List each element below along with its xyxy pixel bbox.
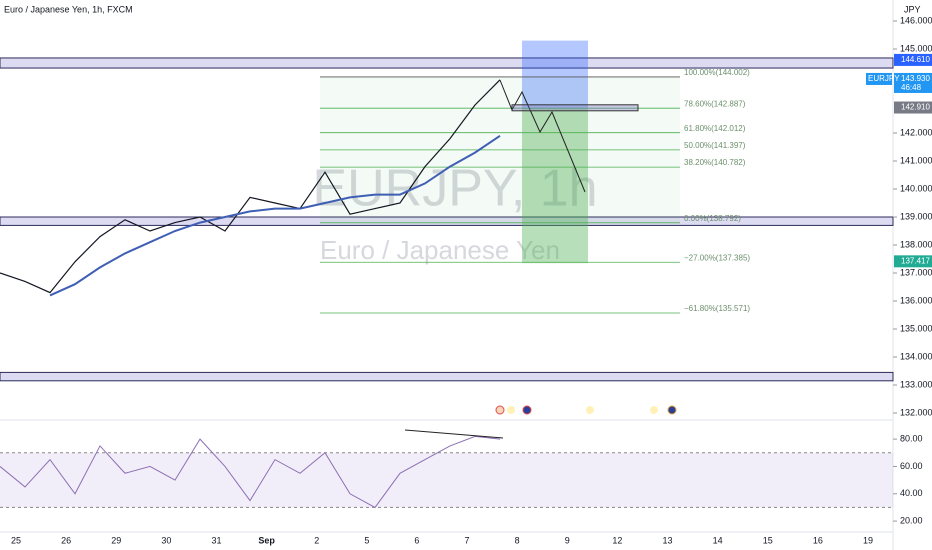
fib-label: 78.60%(142.887) bbox=[684, 99, 746, 108]
x-tick-label: Sep bbox=[258, 535, 275, 545]
x-tick-label: 7 bbox=[465, 535, 470, 545]
x-tick-label: 26 bbox=[61, 535, 71, 545]
event[interactable] bbox=[650, 406, 658, 414]
x-tick-label: 15 bbox=[763, 535, 773, 545]
event[interactable] bbox=[667, 405, 677, 415]
y-tick-label: 146.000 bbox=[900, 15, 932, 25]
target-zone bbox=[522, 107, 588, 264]
price-tag bbox=[894, 255, 932, 268]
rsi-tick-label: 20.00 bbox=[900, 515, 923, 525]
x-tick-label: 29 bbox=[111, 535, 121, 545]
event[interactable] bbox=[586, 406, 594, 414]
projection bbox=[499, 79, 586, 193]
price-tag-label: 137.417 bbox=[901, 256, 930, 265]
y-tick-label: 132.000 bbox=[900, 407, 932, 417]
y-tick-label: 140.000 bbox=[900, 183, 932, 193]
fib-label: 0.00%(138.792) bbox=[684, 214, 741, 223]
fib-label: 100.00%(144.002) bbox=[684, 68, 750, 77]
y-tick-label: 134.000 bbox=[900, 351, 932, 361]
x-tick-label: 12 bbox=[612, 535, 622, 545]
symbol-label: EURJPY bbox=[868, 74, 900, 83]
entry-box bbox=[511, 104, 639, 112]
rsi-tick-label: 40.00 bbox=[900, 488, 923, 498]
fib-label: −27.00%(137.385) bbox=[684, 253, 750, 262]
y-tick-label: 141.000 bbox=[900, 155, 932, 165]
x-tick-label: 19 bbox=[863, 535, 873, 545]
event[interactable] bbox=[507, 406, 515, 414]
price-tag bbox=[894, 101, 932, 114]
event[interactable] bbox=[522, 405, 532, 415]
rsi-line bbox=[0, 435, 501, 509]
x-tick-label: 9 bbox=[565, 535, 570, 545]
x-tick-label: 8 bbox=[515, 535, 520, 545]
fib-label: 61.80%(142.012) bbox=[684, 124, 746, 133]
y-tick-label: 136.000 bbox=[900, 295, 932, 305]
zone bbox=[0, 371, 894, 382]
y-tick-label: 137.000 bbox=[900, 267, 932, 277]
price-tag bbox=[894, 53, 932, 66]
x-tick-label: 14 bbox=[713, 535, 723, 545]
x-tick-label: 16 bbox=[813, 535, 823, 545]
stop-zone bbox=[522, 40, 588, 108]
price-tag-label: 143.930 bbox=[901, 74, 930, 83]
x-tick-label: 31 bbox=[211, 535, 221, 545]
rsi-tick-label: 80.00 bbox=[900, 433, 923, 443]
chart-title: Euro / Japanese Yen, 1h, FXCM bbox=[4, 4, 133, 14]
x-tick-label: 6 bbox=[414, 535, 419, 545]
watermark-sub: Euro / Japanese Yen bbox=[320, 235, 560, 265]
watermark: EURJPY, 1h bbox=[312, 160, 597, 218]
price-line bbox=[49, 134, 501, 297]
rsi-band bbox=[0, 452, 893, 508]
rsi-tick-label: 60.00 bbox=[900, 461, 923, 471]
price-tag-sub: 46:48 bbox=[901, 83, 922, 92]
zone bbox=[0, 57, 894, 69]
price-tag-label: 144.610 bbox=[901, 55, 930, 64]
y-tick-label: 138.000 bbox=[900, 239, 932, 249]
divergence bbox=[404, 429, 504, 439]
price-tag-label: 142.910 bbox=[901, 103, 930, 112]
y-tick-label: 145.000 bbox=[900, 43, 932, 53]
x-tick-label: 13 bbox=[663, 535, 673, 545]
y-tick-label: 133.000 bbox=[900, 379, 932, 389]
x-tick-label: 2 bbox=[314, 535, 319, 545]
x-tick-label: 30 bbox=[161, 535, 171, 545]
events bbox=[495, 405, 677, 415]
event[interactable] bbox=[495, 405, 505, 415]
price-tag bbox=[894, 72, 932, 93]
price-line bbox=[0, 79, 501, 294]
zone bbox=[0, 216, 894, 226]
x-tick-label: 5 bbox=[364, 535, 369, 545]
y-tick-label: 135.000 bbox=[900, 323, 932, 333]
x-tick-label: 25 bbox=[11, 535, 21, 545]
y-tick-label: 142.000 bbox=[900, 127, 932, 137]
fib-label: −61.80%(135.571) bbox=[684, 304, 750, 313]
y-tick-label: 139.000 bbox=[900, 211, 932, 221]
fib-label: 38.20%(140.782) bbox=[684, 158, 746, 167]
currency: JPY bbox=[904, 4, 921, 14]
symbol-tag bbox=[866, 72, 892, 85]
fib-label: 50.00%(141.397) bbox=[684, 141, 746, 150]
